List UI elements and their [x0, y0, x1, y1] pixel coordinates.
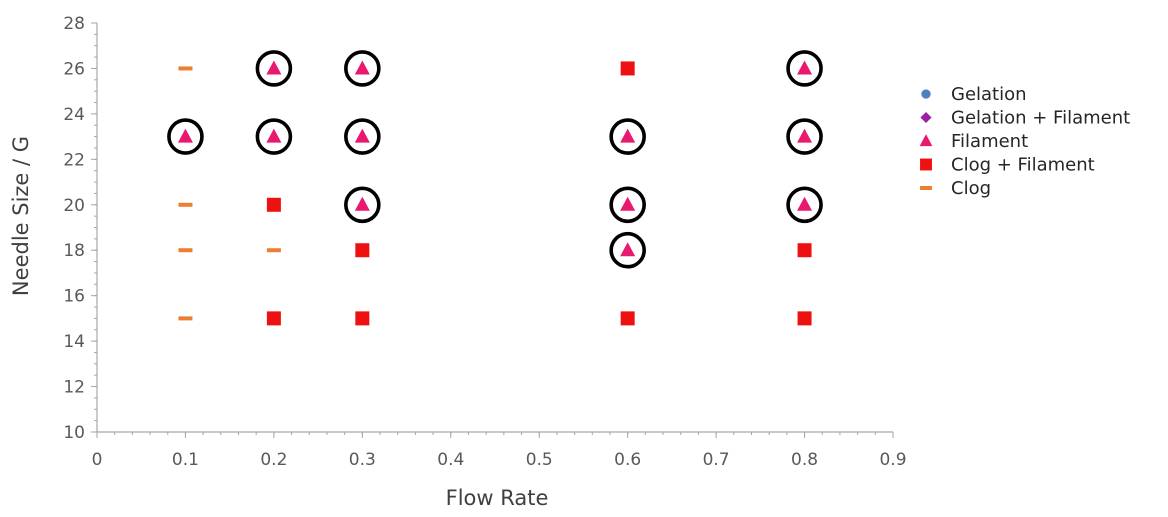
x-tick-label: 0.8: [791, 450, 818, 470]
legend-label-gelation-filament: Gelation + Filament: [951, 108, 1130, 129]
y-tick-label: 22: [63, 150, 85, 170]
legend-marker-clog-filament: [920, 158, 932, 171]
y-tick-label: 20: [63, 196, 85, 216]
x-tick-label: 0: [92, 450, 103, 470]
highlight-ring: [344, 118, 381, 155]
highlight-ring: [344, 50, 381, 87]
highlight-ring: [786, 50, 823, 87]
clog-filament-point: [355, 311, 370, 326]
highlight-ring: [786, 118, 823, 155]
filament-point: [354, 128, 370, 143]
y-tick-label: 16: [63, 287, 85, 307]
legend-label-gelation: Gelation: [951, 84, 1027, 105]
legend-marker-gelation: [921, 89, 931, 99]
x-tick-label: 0.6: [614, 450, 641, 470]
filament-point: [354, 196, 370, 211]
axes: 0 0.1 0.2 0.3 0.4 0.5 0.6 0.7 0.8 0.9 10 12 14 16 18 20…: [63, 14, 906, 470]
clog-point: [178, 248, 193, 253]
filament-point: [266, 60, 282, 75]
data-points: [177, 60, 813, 326]
y-tick-label: 26: [63, 59, 85, 79]
highlight-ring: [609, 118, 646, 155]
x-tick-label: 0.1: [172, 450, 199, 470]
legend-label-clog: Clog: [951, 178, 991, 199]
filament-point: [620, 196, 636, 211]
highlight-ring: [609, 186, 646, 224]
clog-filament-point: [797, 311, 812, 326]
filament-point: [620, 242, 636, 257]
highlight-ring: [786, 186, 823, 224]
legend-marker-filament: [919, 134, 933, 147]
highlight-ring: [255, 50, 293, 87]
clog-point: [178, 66, 193, 71]
y-tick-label: 12: [63, 378, 85, 398]
clog-point: [178, 316, 193, 321]
y-tick-label: 14: [63, 332, 85, 352]
clog-filament-point: [355, 243, 370, 258]
y-tick-label: 10: [63, 423, 85, 443]
y-tick-label: 28: [63, 14, 85, 34]
clog-point: [266, 248, 281, 253]
filament-point: [797, 128, 813, 143]
clog-filament-point: [620, 311, 635, 326]
highlight-ring: [167, 118, 204, 155]
y-tick-label: 18: [63, 241, 85, 261]
clog-filament-point: [266, 311, 281, 326]
legend-label-filament: Filament: [951, 131, 1028, 152]
x-tick-label: 0.2: [260, 450, 287, 470]
legend-marker-clog: [920, 186, 932, 190]
clog-filament-point: [797, 243, 812, 258]
x-tick-label: 0.7: [703, 450, 730, 470]
y-axis-label: Needle Size / G: [9, 136, 33, 296]
x-tick-label: 0.5: [526, 450, 553, 470]
highlight-rings: [167, 50, 823, 269]
x-tick-label: 0.4: [437, 450, 464, 470]
filament-point: [797, 196, 813, 211]
highlight-ring: [344, 186, 381, 224]
filament-point: [620, 128, 636, 143]
filament-point: [266, 128, 282, 143]
filament-point: [354, 60, 370, 75]
legend-label-clog-filament: Clog + Filament: [951, 155, 1095, 176]
highlight-ring: [609, 231, 646, 269]
x-tick-label: 0.9: [879, 450, 906, 470]
filament-point: [177, 128, 193, 143]
clog-filament-point: [620, 61, 635, 76]
clog-point: [178, 202, 193, 207]
highlight-ring: [255, 118, 293, 155]
x-axis-label: Flow Rate: [446, 486, 549, 510]
clog-filament-point: [266, 197, 281, 212]
legend-marker-gelation-filament: [920, 111, 932, 124]
filament-point: [797, 60, 813, 75]
y-tick-label: 24: [63, 105, 85, 125]
x-tick-label: 0.3: [349, 450, 376, 470]
